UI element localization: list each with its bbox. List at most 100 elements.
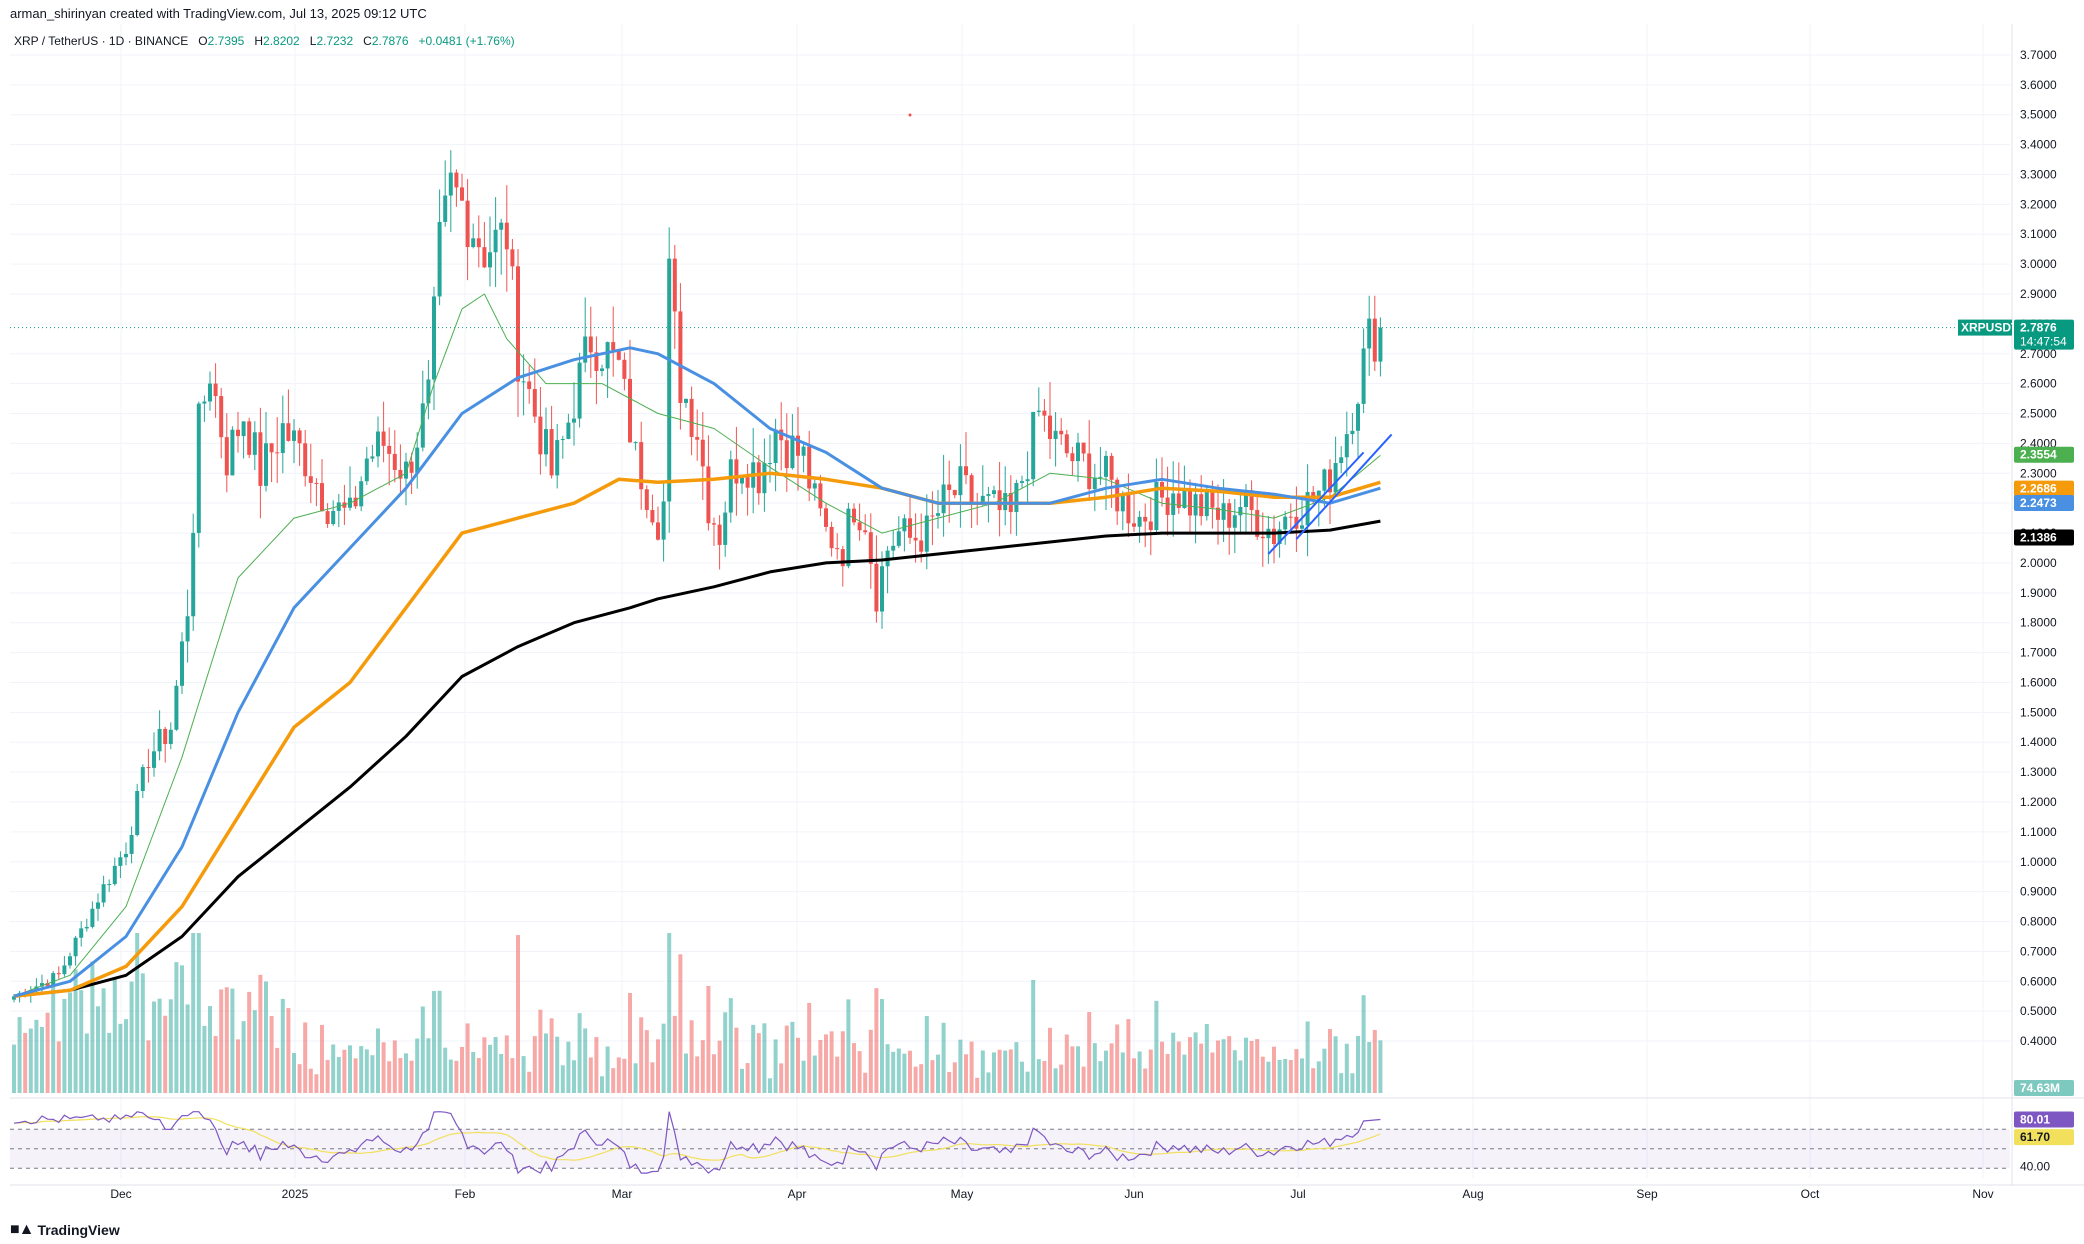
volume-bar — [1372, 1029, 1377, 1093]
volume-bar — [241, 1021, 246, 1093]
grid — [10, 24, 2010, 1178]
y-tick-label: 1.0000 — [2020, 855, 2057, 869]
volume-bar — [62, 998, 67, 1093]
y-tick-label: 1.6000 — [2020, 675, 2057, 689]
volume-bar — [689, 1020, 694, 1093]
volume-bar — [1042, 1060, 1047, 1093]
ma-orange-tag-bg — [2014, 480, 2074, 497]
volume-bar — [79, 990, 84, 1093]
rsi-line — [13, 1111, 1381, 1175]
volume-bar — [538, 1009, 543, 1093]
candle-body — [583, 336, 588, 363]
y-tick-label: 3.1000 — [2020, 227, 2057, 241]
candle-body — [1288, 516, 1293, 518]
candle-body — [12, 996, 16, 1000]
candle-body — [146, 767, 151, 769]
volume-bar — [980, 1050, 985, 1093]
y-tick-label: 1.5000 — [2020, 705, 2057, 719]
volume-bar — [516, 935, 520, 1093]
candle-body — [611, 342, 616, 351]
volume-bar — [762, 1023, 767, 1093]
volume-bar — [96, 1006, 100, 1093]
candle-body — [1328, 469, 1332, 493]
volume-bar — [745, 1063, 750, 1093]
y-tick-label: 2.6000 — [2020, 377, 2057, 391]
candle-body — [896, 531, 901, 546]
candle-body — [510, 249, 515, 267]
candle-body — [1087, 453, 1092, 490]
tradingview-logo[interactable]: ■▲ TradingView — [10, 1221, 120, 1239]
candle-body — [1277, 529, 1282, 545]
candle-body — [913, 537, 918, 541]
trend-channel-line[interactable] — [1295, 433, 1393, 540]
candle-body — [784, 440, 789, 469]
volume-bar — [846, 999, 851, 1093]
volume-bar — [202, 1025, 207, 1093]
y-tick-label: 0.7000 — [2020, 944, 2057, 958]
candle-body — [717, 524, 722, 545]
rsi-ma-tag-text: 61.70 — [2020, 1130, 2050, 1144]
candle-body — [191, 532, 196, 617]
candle-body — [605, 342, 610, 369]
candle-body — [958, 466, 963, 496]
volume-bar — [695, 1056, 700, 1093]
volume-bar — [1171, 1032, 1176, 1093]
candle-body — [1300, 525, 1304, 529]
volume-bar — [784, 1025, 789, 1093]
y-tick-label: 2.5000 — [2020, 407, 2057, 421]
volume-bar — [493, 1037, 498, 1093]
candle-body — [79, 928, 84, 938]
volume-bar — [297, 1064, 302, 1093]
volume-bar — [73, 969, 78, 1093]
volume-bar — [544, 1033, 548, 1093]
volume-bar — [768, 1078, 772, 1093]
volume-bar — [572, 1060, 576, 1093]
candle-body — [768, 463, 772, 465]
volume-bar — [488, 1044, 492, 1093]
y-tick-label: 3.3000 — [2020, 167, 2057, 181]
volume-bar — [1008, 1049, 1013, 1093]
volume-bar — [952, 1062, 957, 1093]
rsi-pane — [10, 1111, 2010, 1175]
ticker-tag-text: XRPUSDT — [1961, 321, 2019, 335]
volume-bars — [12, 933, 1383, 1093]
volume-bar — [1328, 1029, 1332, 1093]
candle-body — [947, 484, 952, 490]
volume-bar — [896, 1048, 901, 1093]
volume-bar — [325, 1059, 330, 1093]
marker-dot — [908, 113, 912, 117]
candle-body — [140, 767, 145, 791]
close-label: C — [363, 34, 372, 48]
candle-body — [112, 865, 117, 885]
y-tick-label: 1.2000 — [2020, 795, 2057, 809]
symbol-name[interactable]: XRP / TetherUS · 1D · BINANCE — [14, 34, 189, 48]
volume-bar — [560, 1065, 565, 1093]
volume-bar — [454, 1060, 459, 1093]
volume-bar — [924, 1016, 929, 1093]
candle-body — [1070, 453, 1075, 462]
volume-bar — [992, 1052, 996, 1093]
y-tick-label: 1.3000 — [2020, 765, 2057, 779]
x-tick-label: Mar — [612, 1187, 633, 1201]
trend-channel-line[interactable] — [1267, 451, 1365, 555]
candle-body — [1356, 403, 1360, 431]
volume-bar — [588, 1057, 593, 1093]
volume-bar — [1193, 1032, 1198, 1093]
volume-bar — [1350, 1073, 1355, 1093]
candle-body — [426, 379, 431, 404]
candle-body — [465, 200, 470, 248]
candle-body — [532, 389, 537, 417]
ma-blue-tag-bg — [2014, 495, 2074, 512]
candle-body — [740, 474, 744, 484]
volume-bar — [1339, 1073, 1344, 1093]
volume-bar — [1210, 1052, 1215, 1093]
volume-bar — [1053, 1068, 1058, 1093]
candle-body — [672, 258, 677, 312]
x-tick-label: Apr — [788, 1187, 807, 1201]
candle-body — [560, 439, 565, 441]
volume-bar — [336, 1057, 341, 1093]
y-tick-label: 3.4000 — [2020, 138, 2057, 152]
candle-body — [1333, 463, 1338, 493]
volume-bar — [1137, 1051, 1142, 1093]
